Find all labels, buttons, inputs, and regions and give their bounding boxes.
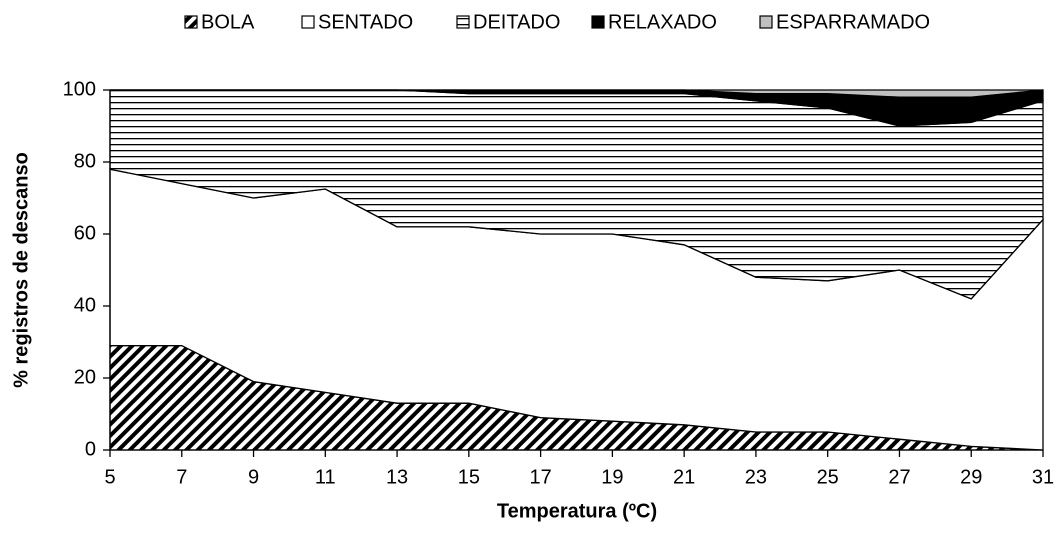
x-tick-label: 5: [104, 466, 115, 488]
x-tick-label: 9: [248, 466, 259, 488]
y-tick-label: 0: [85, 438, 96, 460]
legend-label: ESPARRAMADO: [776, 11, 930, 33]
y-tick-label: 80: [74, 150, 96, 172]
x-tick-label: 23: [745, 466, 767, 488]
legend-label: SENTADO: [318, 11, 413, 33]
x-tick-label: 17: [529, 466, 551, 488]
legend-swatch: [184, 15, 198, 29]
legend-label: DEITADO: [473, 11, 560, 33]
y-tick-label: 20: [74, 366, 96, 388]
x-tick-label: 19: [601, 466, 623, 488]
x-tick-label: 13: [386, 466, 408, 488]
x-axis-title: Temperatura (ºC): [497, 500, 657, 522]
legend-swatch: [591, 15, 605, 29]
y-tick-label: 40: [74, 294, 96, 316]
x-tick-label: 31: [1032, 466, 1054, 488]
x-tick-label: 11: [315, 466, 336, 488]
x-tick-label: 15: [458, 466, 480, 488]
legend-swatch: [759, 15, 773, 29]
area: [110, 89, 1044, 98]
x-tick-label: 25: [817, 466, 839, 488]
legend-label: RELAXADO: [608, 11, 717, 33]
legend-label: BOLA: [201, 11, 255, 33]
x-tick-label: 27: [888, 466, 910, 488]
x-tick-label: 7: [176, 466, 187, 488]
y-tick-label: 60: [74, 222, 96, 244]
y-tick-label: 100: [63, 78, 96, 100]
legend-swatch: [456, 15, 470, 29]
y-axis-title: % registros de descanso: [10, 152, 32, 388]
legend-swatch: [301, 15, 315, 29]
x-tick-label: 21: [673, 466, 695, 488]
x-tick-label: 29: [960, 466, 982, 488]
